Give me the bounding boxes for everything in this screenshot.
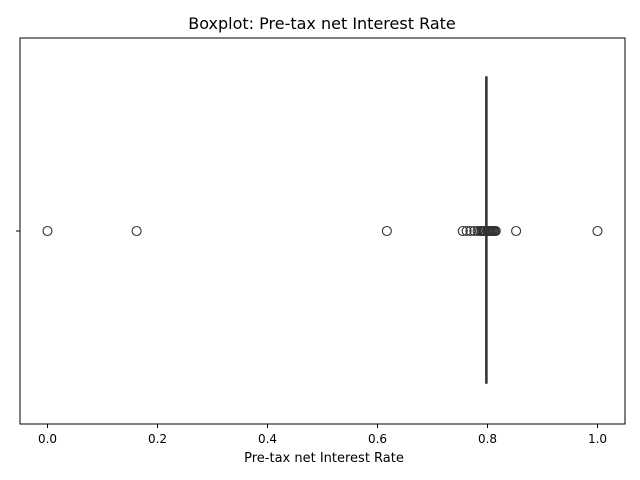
x-tick-label: 0.8 (478, 432, 497, 446)
outlier-point (592, 225, 603, 237)
x-tick-label: 0.0 (38, 432, 57, 446)
x-tick-label: 0.4 (258, 432, 277, 446)
x-tick-label: 0.2 (148, 432, 167, 446)
x-tick-label: 0.6 (368, 432, 387, 446)
outlier-point (131, 225, 142, 237)
outlier-point (381, 225, 392, 237)
plot-frame (19, 37, 626, 425)
chart-title: Boxplot: Pre-tax net Interest Rate (188, 14, 456, 33)
outlier-point (490, 225, 501, 237)
outlier-point (461, 225, 472, 237)
outlier-points (42, 225, 603, 237)
x-axis-ticks: 0.0 0.2 0.4 0.6 0.8 1.0 (38, 424, 607, 446)
outlier-point (511, 225, 522, 237)
x-axis-label: Pre-tax net Interest Rate (244, 451, 404, 466)
outlier-point (42, 225, 53, 237)
x-tick-label: 1.0 (588, 432, 607, 446)
outlier-point (457, 225, 468, 237)
